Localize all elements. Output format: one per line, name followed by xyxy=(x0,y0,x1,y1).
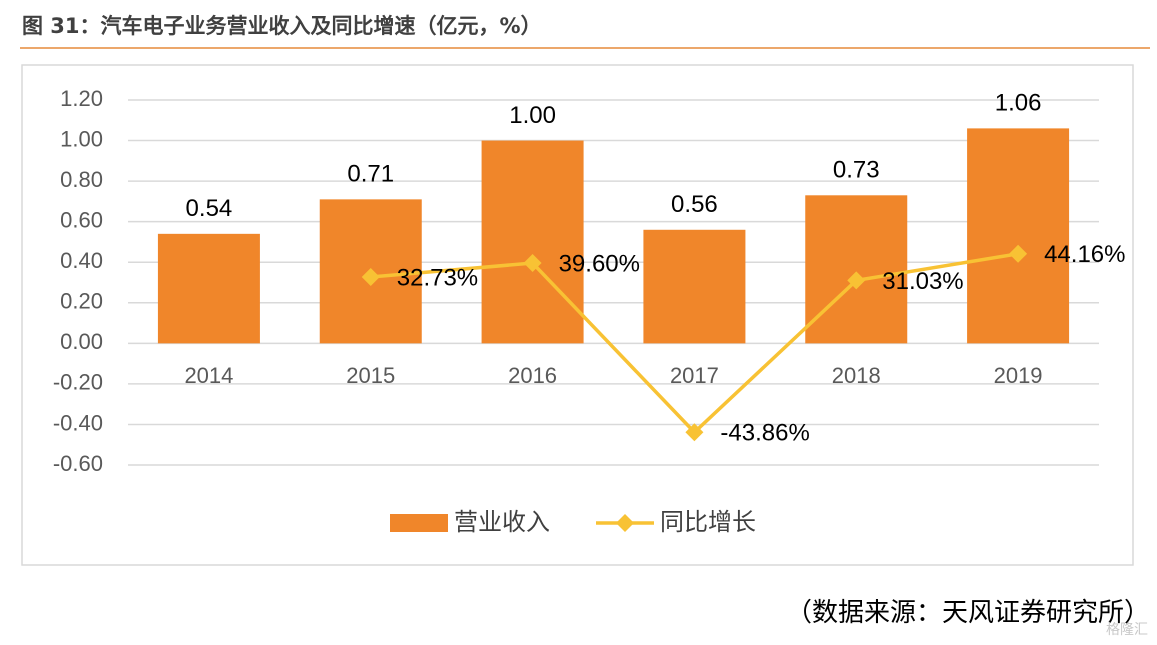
bar-value-label: 0.56 xyxy=(671,191,718,218)
y-tick-label: 0.00 xyxy=(60,329,103,354)
line-marker xyxy=(361,267,380,286)
line-value-label: 31.03% xyxy=(882,268,963,295)
legend-label: 同比增长 xyxy=(660,508,756,536)
line-value-label: 44.16% xyxy=(1044,241,1125,268)
chart-frame xyxy=(21,64,1134,566)
bar xyxy=(805,195,908,344)
line-marker xyxy=(847,271,866,290)
line-marker xyxy=(685,423,704,442)
line-marker xyxy=(1009,244,1028,263)
bar-value-label: 0.71 xyxy=(347,161,394,188)
chart-title: 图 31：汽车电子业务营业收入及同比增速（亿元，%） xyxy=(22,14,542,38)
y-tick-label: 0.80 xyxy=(60,167,103,192)
line-value-label: -43.86% xyxy=(720,420,809,447)
bar xyxy=(481,140,584,344)
y-tick-label: 1.00 xyxy=(60,126,103,151)
line-value-label: 39.60% xyxy=(559,250,640,277)
y-tick-label: -0.40 xyxy=(53,410,103,435)
legend-swatch xyxy=(390,514,448,532)
x-tick-label: 2017 xyxy=(670,363,719,388)
bar xyxy=(643,229,746,344)
y-tick-label: -0.60 xyxy=(53,451,103,476)
legend-swatch xyxy=(616,514,634,532)
x-tick-label: 2016 xyxy=(508,363,557,388)
watermark: 格隆汇 xyxy=(1106,622,1148,638)
line-marker xyxy=(523,254,542,273)
y-tick-label: -0.20 xyxy=(53,370,103,395)
x-tick-label: 2018 xyxy=(832,363,881,388)
bar-value-label: 1.06 xyxy=(995,90,1042,117)
source-note: （数据来源：天风证券研究所） xyxy=(786,598,1150,628)
y-tick-label: 0.60 xyxy=(60,207,103,232)
legend-label: 营业收入 xyxy=(454,508,550,536)
bar xyxy=(157,233,260,344)
line-value-label: 32.73% xyxy=(397,264,478,291)
y-tick-label: 1.20 xyxy=(60,86,103,111)
bar-value-label: 0.54 xyxy=(186,195,233,222)
y-tick-label: 0.20 xyxy=(60,289,103,314)
bar-value-label: 1.00 xyxy=(509,102,556,129)
y-tick-label: 0.40 xyxy=(60,248,103,273)
bar xyxy=(967,128,1070,344)
bar-value-label: 0.73 xyxy=(833,157,880,184)
x-tick-label: 2019 xyxy=(994,363,1043,388)
x-tick-label: 2014 xyxy=(184,363,233,388)
x-tick-label: 2015 xyxy=(346,363,395,388)
